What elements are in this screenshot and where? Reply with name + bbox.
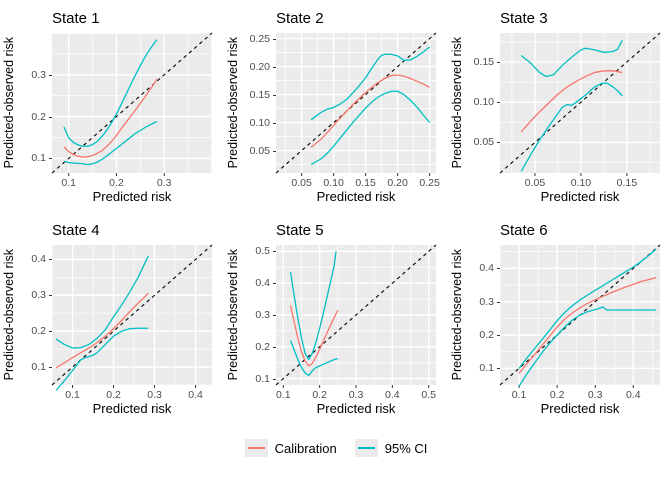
x-tick-labels: 0.1 0.2 0.3 0.4 [511,389,641,401]
x-axis-title: Predicted risk [316,401,396,416]
legend-item-95ci: 95% CI [354,439,428,457]
plot-panel [275,244,437,388]
y-axis-title-text: Predicted-observed risk [450,37,464,169]
x-tick-labels: 0.05 0.10 0.15 [524,177,638,189]
ci-line-swatch [357,447,375,449]
y-axis-title: Predicted-observed risk [0,245,18,385]
subplot: State 1 Predicted-observed risk 0.1 0.2 0.… [0,0,224,212]
plot-panel [275,32,437,176]
legend-key-95ci [354,439,378,457]
legend-label-calibration: Calibration [274,440,337,456]
y-tick-labels: 0.05 0.10 0.15 [466,33,500,173]
x-axis-title: Predicted risk [540,189,620,204]
y-tick-labels: 0.1 0.2 0.3 0.4 0.5 [242,245,276,385]
legend-label-95ci: 95% CI [384,440,428,456]
y-tick-labels: 0.05 0.10 0.15 0.20 0.25 [242,33,276,173]
subplot: State 2 Predicted-observed risk 0.05 0.10… [224,0,448,212]
x-axis-title: Predicted risk [92,189,172,204]
y-axis-title: Predicted-observed risk [448,33,466,173]
legend: Calibration 95% CI [0,424,672,480]
legend-item-calibration: Calibration [244,439,337,457]
legend-key-calibration [244,439,268,457]
x-axis-title: Predicted risk [316,189,396,204]
y-tick-labels: 0.1 0.2 0.3 [18,33,52,173]
y-tick-labels: 0.1 0.2 0.3 0.4 [466,245,500,385]
y-axis-title: Predicted-observed risk [224,245,242,385]
y-axis-title: Predicted-observed risk [0,33,18,173]
y-tick-labels: 0.1 0.2 0.3 0.4 [18,245,52,385]
x-tick-labels: 0.1 0.2 0.3 0.4 0.5 [275,389,437,401]
y-axis-title-text: Predicted-observed risk [226,249,240,381]
subplot: State 3 Predicted-observed risk 0.05 0.10… [448,0,672,212]
subplot-title: State 2 [276,10,324,27]
x-axis-title: Predicted risk [92,401,172,416]
y-axis-title-text: Predicted-observed risk [226,37,240,169]
subplot-title: State 1 [52,10,100,27]
calibration-line-swatch [247,447,265,449]
x-tick-labels: 0.1 0.2 0.3 0.4 [65,389,203,401]
y-axis-title-text: Predicted-observed risk [450,249,464,381]
x-tick-labels: 0.1 0.2 0.3 [61,177,172,189]
y-axis-title-text: Predicted-observed risk [2,37,16,169]
plot-panel [51,32,213,176]
subplot-title: State 5 [276,222,324,239]
subplot: State 5 Predicted-observed risk 0.1 0.2 0.… [224,212,448,424]
subplot-title: State 3 [500,10,548,27]
subplot: State 6 Predicted-observed risk 0.1 0.2 0.… [448,212,672,424]
x-tick-labels: 0.05 0.10 0.15 0.20 0.25 [291,177,440,189]
y-axis-title: Predicted-observed risk [448,245,466,385]
subplot-title: State 4 [52,222,100,239]
x-axis-title: Predicted risk [540,401,620,416]
plot-panel [499,244,661,388]
plot-panel [51,244,213,391]
y-axis-title: Predicted-observed risk [224,33,242,173]
subplot: State 4 Predicted-observed risk 0.1 0.2 0.… [0,212,224,424]
subplot-title: State 6 [500,222,548,239]
plot-panel [499,32,661,176]
y-axis-title-text: Predicted-observed risk [2,249,16,381]
